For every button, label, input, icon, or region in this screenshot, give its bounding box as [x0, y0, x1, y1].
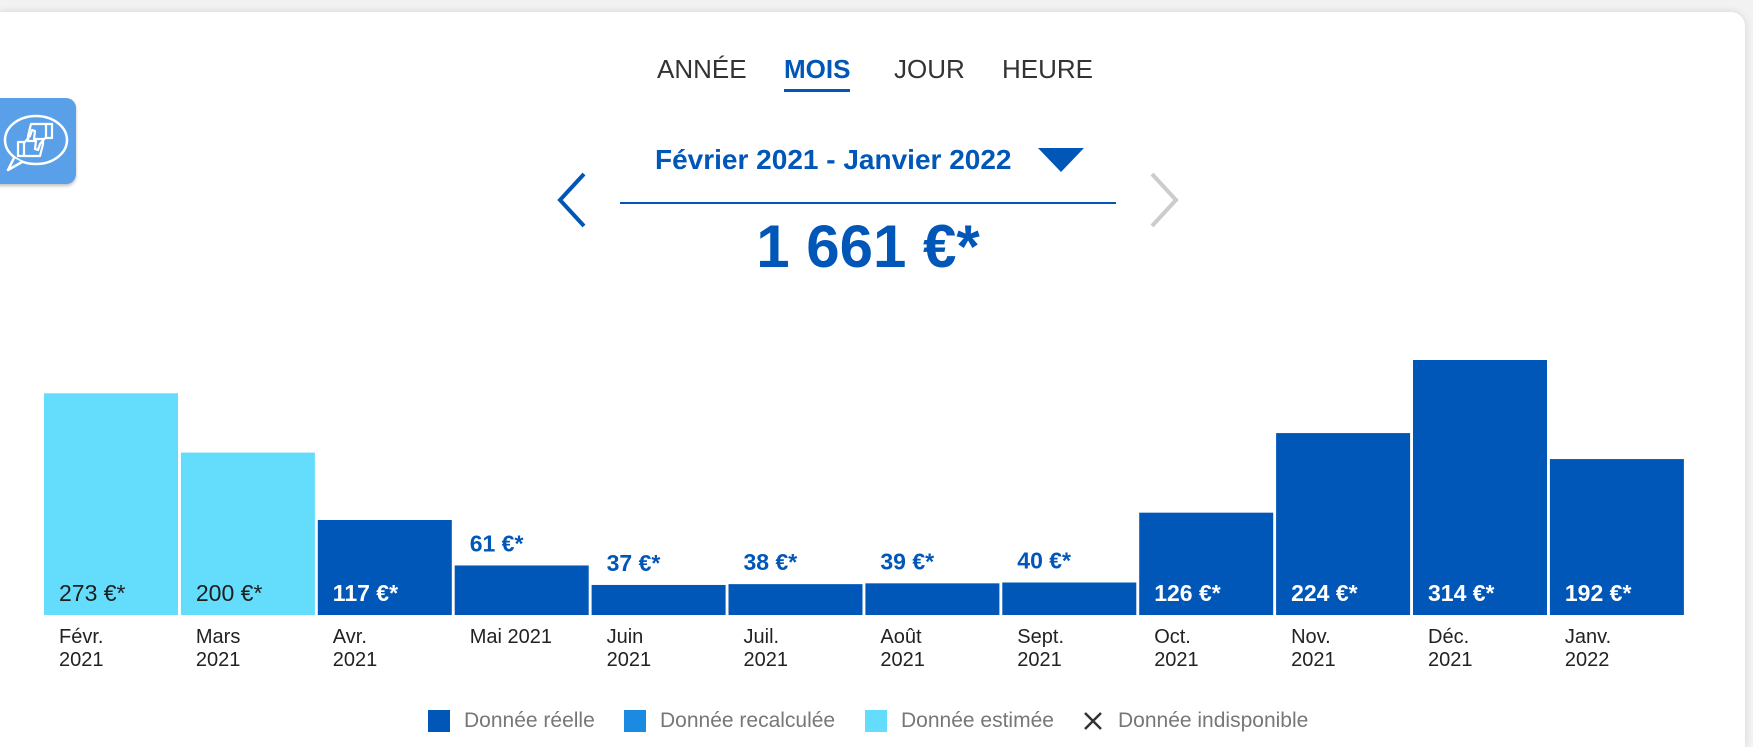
next-period-button[interactable] — [1148, 172, 1180, 233]
data-label-3: 117 €* — [333, 580, 398, 606]
legend-item-recalculee: Donnée recalculée — [624, 709, 835, 733]
tick-label-4: Mai 2021 — [470, 626, 552, 648]
period-selector[interactable]: Février 2021 - Janvier 2022 — [655, 144, 1012, 175]
data-label-4: 61 €* — [470, 530, 524, 556]
bar-9[interactable] — [1139, 512, 1274, 615]
tick-label-12: Janv. 2022 — [1565, 626, 1611, 671]
period-underline — [620, 202, 1116, 204]
tick-label-1: Févr. 2021 — [59, 626, 104, 671]
bar-7[interactable] — [865, 583, 1000, 615]
tick-label-10: Nov. 2021 — [1291, 626, 1336, 671]
legend-swatch-recalculee — [624, 710, 646, 732]
legend-swatch-estimee — [865, 710, 887, 732]
data-label-11: 314 €* — [1428, 580, 1495, 606]
legend-label-reelle: Donnée réelle — [464, 709, 595, 732]
legend-item-estimee: Donnée estimée — [865, 709, 1054, 733]
data-label-10: 224 €* — [1291, 580, 1358, 606]
data-label-2: 200 €* — [196, 580, 263, 606]
legend-label-recalculee: Donnée recalculée — [660, 709, 836, 732]
data-label-9: 126 €* — [1154, 580, 1221, 606]
data-label-5: 37 €* — [607, 550, 661, 576]
bar-8[interactable] — [1002, 582, 1137, 615]
tab-mois[interactable]: MOIS — [784, 54, 851, 92]
legend-label-estimee: Donnée estimée — [901, 709, 1054, 732]
tick-label-3: Avr. 2021 — [333, 626, 378, 671]
data-label-8: 40 €* — [1017, 548, 1071, 574]
tick-label-9: Oct. 2021 — [1154, 626, 1199, 671]
data-label-6: 38 €* — [744, 549, 798, 575]
previous-period-button[interactable] — [556, 172, 588, 233]
period-dropdown-button[interactable] — [1038, 148, 1084, 179]
tick-label-7: Août 2021 — [880, 626, 925, 671]
bar-2[interactable] — [180, 452, 315, 615]
tab-annee[interactable]: ANNÉE — [657, 54, 747, 84]
tick-label-5: Juin 2021 — [607, 626, 652, 671]
tick-label-2: Mars 2021 — [196, 626, 241, 671]
feedback-button[interactable] — [0, 98, 76, 184]
chart-legend: Donnée réelle Donnée recalculée Donnée e… — [0, 709, 1753, 739]
bar-5[interactable] — [591, 584, 726, 615]
tick-label-8: Sept. 2021 — [1017, 626, 1064, 671]
tab-jour[interactable]: JOUR — [894, 54, 965, 84]
bar-11[interactable] — [1413, 360, 1547, 615]
tab-heure[interactable]: HEURE — [1002, 54, 1094, 84]
data-label-7: 39 €* — [880, 548, 934, 574]
thumbs-feedback-icon — [3, 114, 69, 172]
data-label-1: 273 €* — [59, 580, 126, 606]
bar-12[interactable] — [1549, 459, 1684, 615]
bar-3[interactable] — [317, 519, 452, 615]
chevron-right-icon — [1150, 172, 1179, 228]
bar-4[interactable] — [454, 565, 589, 615]
tick-label-11: Déc. 2021 — [1428, 626, 1473, 671]
legend-label-indisponible: Donnée indisponible — [1118, 709, 1309, 732]
bar-1[interactable] — [44, 393, 178, 615]
caret-down-icon — [1038, 148, 1084, 172]
chevron-left-icon — [557, 172, 586, 228]
period-tabs: ANNÉE MOIS JOUR HEURE — [0, 54, 1753, 94]
cross-icon — [1084, 712, 1102, 730]
bar-6[interactable] — [728, 584, 863, 615]
data-label-12: 192 €* — [1565, 580, 1632, 606]
monthly-consumption-chart: 273 €* Févr. 2021 200 €* Mars 2021 117 €* Avr. 2… — [44, 360, 1684, 671]
legend-item-indisponible: Donnée indisponible — [1082, 709, 1308, 733]
tick-label-6: Juil. 2021 — [744, 626, 789, 671]
legend-swatch-reelle — [428, 710, 450, 732]
legend-item-reelle: Donnée réelle — [428, 709, 595, 733]
total-amount: 1 661 €* — [756, 213, 980, 280]
bar-10[interactable] — [1276, 433, 1411, 615]
